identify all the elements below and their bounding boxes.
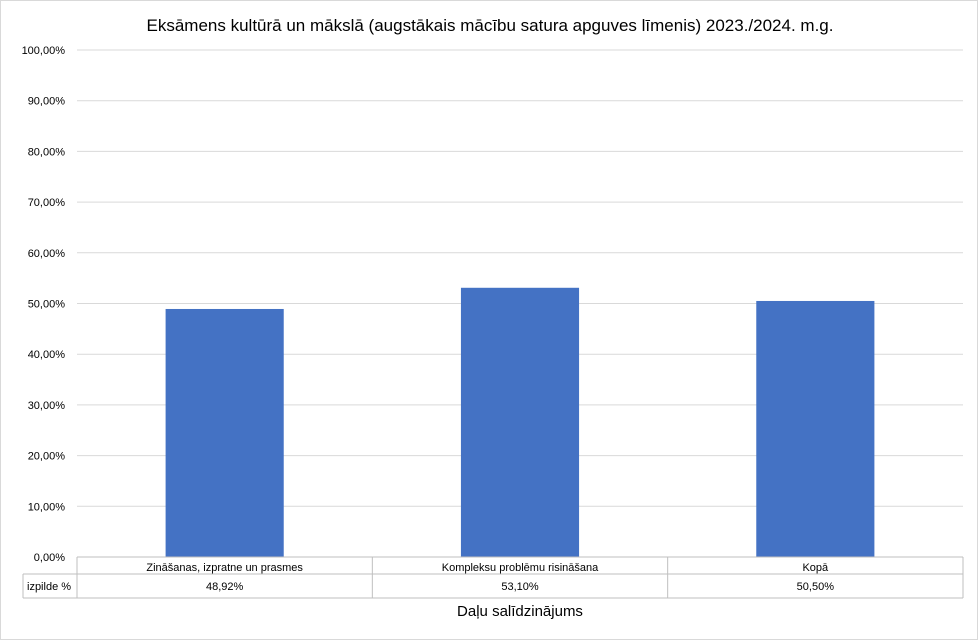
y-tick-label: 0,00%: [34, 552, 65, 564]
category-label: Kopā: [802, 562, 829, 574]
bars: [165, 287, 875, 557]
y-tick-label: 100,00%: [22, 45, 66, 57]
y-tick-label: 80,00%: [28, 146, 66, 158]
y-axis-ticks: 0,00% 10,00% 20,00% 30,00% 40,00% 50,00% 60,00…: [22, 45, 66, 564]
value-cell: 53,10%: [501, 581, 539, 593]
value-cell: 48,92%: [206, 581, 244, 593]
bar: [460, 287, 580, 557]
y-tick-label: 60,00%: [28, 248, 66, 260]
x-axis-label: Daļu salīdzinājums: [457, 603, 583, 620]
y-tick-label: 10,00%: [28, 501, 66, 513]
y-tick-label: 90,00%: [28, 96, 66, 108]
data-table: izpilde % Zināšanas, izpratne un prasmes 4…: [22, 556, 964, 599]
category-label: Kompleksu problēmu risināšana: [442, 562, 599, 574]
y-tick-label: 40,00%: [28, 349, 66, 361]
bar: [165, 308, 284, 557]
chart-title: Eksāmens kultūrā un mākslā (augstākais m…: [147, 16, 834, 35]
bar: [756, 300, 875, 557]
y-tick-label: 20,00%: [28, 451, 66, 463]
y-tick-label: 50,00%: [28, 299, 66, 311]
category-label: Zināšanas, izpratne un prasmes: [146, 562, 303, 574]
y-tick-label: 70,00%: [28, 197, 66, 209]
value-cell: 50,50%: [797, 581, 835, 593]
y-tick-label: 30,00%: [28, 400, 66, 412]
series-name-cell: izpilde %: [27, 581, 71, 593]
